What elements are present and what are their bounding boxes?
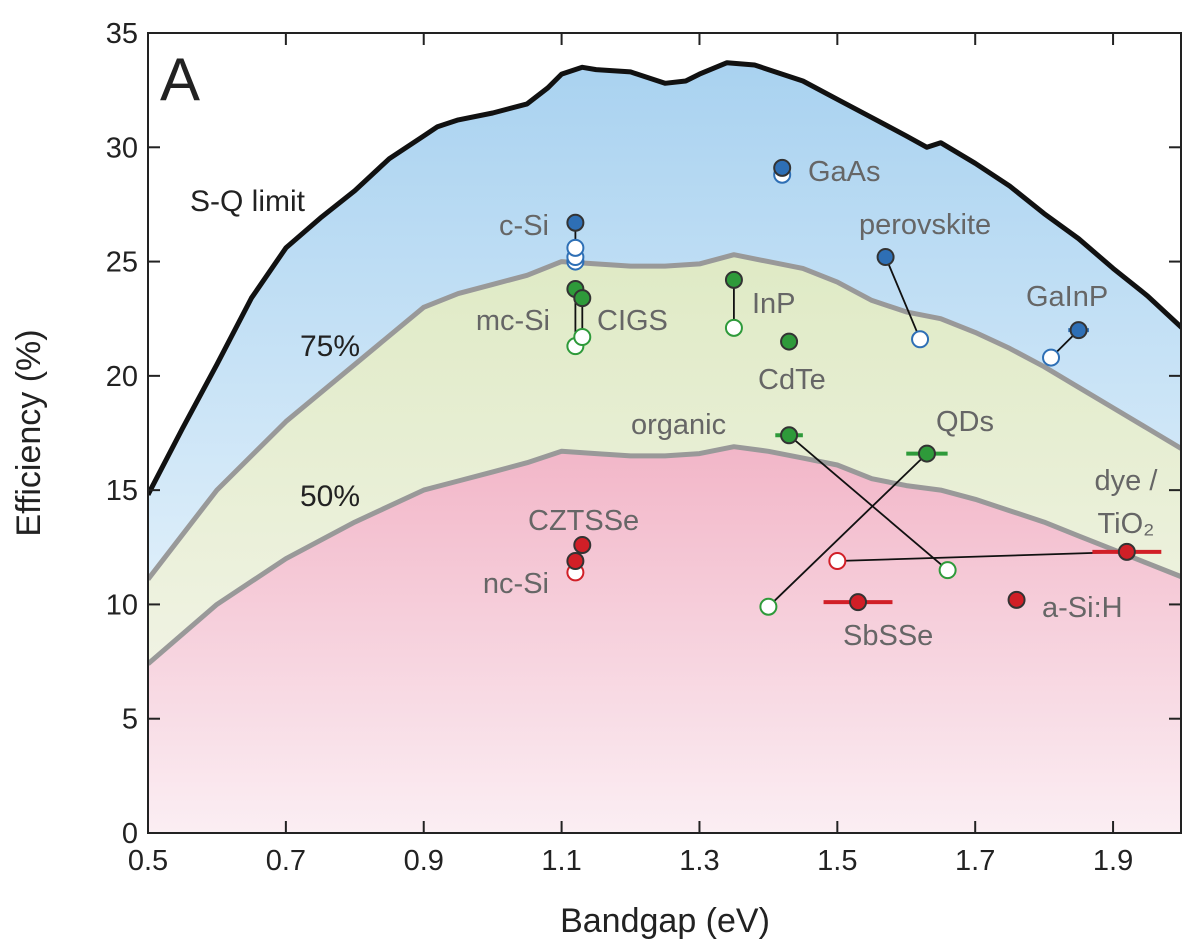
data-point-filled bbox=[724, 270, 743, 289]
data-point-filled bbox=[773, 158, 792, 177]
material-group-c-si bbox=[566, 213, 585, 271]
data-point-filled bbox=[1117, 542, 1136, 561]
material-group-inp bbox=[724, 270, 743, 337]
x-tick-label: 0.9 bbox=[404, 845, 444, 877]
material-label-mc-si: mc-Si bbox=[476, 305, 550, 337]
material-label-cigs: CIGS bbox=[597, 305, 668, 337]
material-label-qds: QDs bbox=[936, 406, 994, 438]
data-point-filled bbox=[780, 426, 799, 445]
y-tick-label: 15 bbox=[106, 475, 138, 507]
material-points bbox=[566, 158, 1162, 616]
material-label-dye-tio2: dye / TiO₂ bbox=[1095, 465, 1166, 540]
y-tick-label: 25 bbox=[106, 247, 138, 279]
data-point-open bbox=[759, 597, 778, 616]
data-point-open bbox=[573, 328, 592, 346]
data-point-filled bbox=[1007, 590, 1026, 609]
dye-label-line-2: TiO₂ bbox=[1098, 508, 1155, 540]
y-tick-label: 5 bbox=[122, 704, 138, 736]
curve-75-percent bbox=[148, 252, 1182, 581]
plot-frame bbox=[147, 32, 1182, 834]
data-point-open bbox=[724, 318, 743, 337]
material-group-gaas bbox=[773, 158, 792, 184]
material-group-gainp bbox=[1042, 321, 1089, 367]
material-label-a-si-h: a-Si:H bbox=[1042, 592, 1123, 624]
fill-regions bbox=[148, 62, 1182, 833]
y-tick-label: 10 bbox=[106, 589, 138, 621]
material-group-dye-tio bbox=[828, 542, 1162, 570]
y-axis-title: Efficiency (%) bbox=[10, 329, 48, 536]
material-group-a-si-h bbox=[1007, 590, 1026, 609]
material-group-nc-si bbox=[566, 552, 585, 582]
material-label-perovskite: perovskite bbox=[859, 209, 991, 241]
data-point-filled bbox=[566, 213, 585, 232]
x-tick-label: 0.5 bbox=[128, 845, 168, 877]
connector-line bbox=[788, 434, 949, 571]
data-point-filled bbox=[573, 289, 592, 308]
x-tick-label: 1.1 bbox=[541, 845, 581, 877]
x-tick-label: 1.7 bbox=[955, 845, 995, 877]
connector-line bbox=[767, 452, 928, 608]
data-point-filled bbox=[573, 536, 592, 554]
material-label-organic: organic bbox=[631, 409, 726, 441]
material-label-gainp: GaInP bbox=[1026, 281, 1108, 313]
connector-line bbox=[837, 551, 1127, 562]
material-group-cigs bbox=[573, 289, 592, 346]
data-point-open bbox=[938, 561, 957, 580]
material-label-sbsse: SbSSe bbox=[843, 620, 933, 652]
panel-label: A bbox=[160, 46, 200, 113]
material-group-cztsse bbox=[573, 536, 592, 554]
curves bbox=[148, 60, 1182, 666]
y-tick-label: 30 bbox=[106, 132, 138, 164]
material-labels: GaAs c-Si perovskite GaInP mc-Si CIGS In… bbox=[476, 156, 1166, 652]
y-tick-label: 20 bbox=[106, 361, 138, 393]
material-group-organic bbox=[775, 426, 957, 580]
fill-region-below-50 bbox=[148, 446, 1182, 833]
x-tick-label: 1.3 bbox=[679, 845, 719, 877]
material-group-perovskite bbox=[876, 248, 930, 349]
data-point-filled bbox=[849, 593, 868, 612]
curve-50-label: 50% bbox=[300, 480, 360, 513]
material-label-nc-si: nc-Si bbox=[483, 568, 549, 600]
y-tick-label: 0 bbox=[122, 818, 138, 850]
connector-line bbox=[884, 256, 921, 340]
axes: 0.5 0.7 0.9 1.1 1.3 1.5 1.7 1.9 0 5 10 15 20 25 30 35 bbox=[106, 18, 1182, 877]
curve-sq-limit bbox=[148, 60, 1182, 496]
data-point-open bbox=[566, 238, 585, 257]
material-label-c-si: c-Si bbox=[499, 210, 549, 242]
curve-75-label: 75% bbox=[300, 330, 360, 363]
curve-50-percent bbox=[148, 444, 1182, 666]
material-group-qds bbox=[759, 444, 948, 616]
sq-limit-label: S-Q limit bbox=[190, 185, 306, 218]
material-label-cdte: CdTe bbox=[758, 364, 826, 396]
x-axis-title: Bandgap (eV) bbox=[560, 902, 770, 940]
fill-region-above-75 bbox=[148, 62, 1182, 580]
x-tick-label: 1.5 bbox=[817, 845, 857, 877]
y-tick-label: 35 bbox=[106, 18, 138, 50]
material-label-cztsse: CZTSSe bbox=[528, 505, 639, 537]
material-label-gaas: GaAs bbox=[808, 156, 881, 188]
data-point-filled bbox=[566, 552, 585, 570]
data-point-open bbox=[911, 330, 930, 349]
data-point-filled bbox=[876, 248, 895, 266]
data-point-filled bbox=[1069, 321, 1088, 340]
material-group-sbsse bbox=[823, 593, 893, 612]
dye-label-line-1: dye / bbox=[1095, 465, 1159, 497]
data-point-open bbox=[1042, 348, 1061, 367]
x-tick-label: 0.7 bbox=[266, 845, 306, 877]
data-point-open bbox=[828, 552, 847, 570]
data-point-filled bbox=[917, 444, 936, 463]
x-tick-label: 1.9 bbox=[1093, 845, 1133, 877]
material-group-cdte bbox=[780, 332, 799, 351]
fill-region-50-to-75 bbox=[148, 254, 1182, 664]
data-point-filled bbox=[780, 332, 799, 351]
material-label-inp: InP bbox=[752, 288, 796, 320]
